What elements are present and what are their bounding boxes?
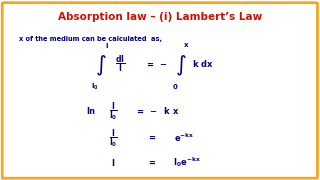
Text: $\int$: $\int$ [95,54,107,78]
Text: $\mathbf{=\ -}$: $\mathbf{=\ -}$ [145,59,168,68]
Text: $\mathbf{=}$: $\mathbf{=}$ [147,158,157,166]
Text: $\mathbf{0}$: $\mathbf{0}$ [172,82,178,91]
Text: $\mathbf{=\ -\ \ k\ x}$: $\mathbf{=\ -\ \ k\ x}$ [135,105,179,116]
Text: $\mathbf{x}$: $\mathbf{x}$ [183,41,190,49]
Text: $\mathbf{ln}$: $\mathbf{ln}$ [86,105,96,116]
Text: $\mathbf{I}$: $\mathbf{I}$ [105,40,108,50]
Text: x of the medium can be calculated  as,: x of the medium can be calculated as, [19,36,162,42]
Text: $\mathbf{e^{-kx}}$: $\mathbf{e^{-kx}}$ [174,132,194,144]
Text: $\mathbf{k\ dx}$: $\mathbf{k\ dx}$ [192,58,214,69]
Text: $\mathbf{I_0 e^{-kx}}$: $\mathbf{I_0 e^{-kx}}$ [173,155,201,169]
Text: Absorption law – (i) Lambert’s Law: Absorption law – (i) Lambert’s Law [58,12,262,22]
Text: $\mathbf{\dfrac{dI}{I}}$: $\mathbf{\dfrac{dI}{I}}$ [115,54,125,74]
Text: $\int$: $\int$ [175,54,187,78]
Text: $\mathbf{I_0}$: $\mathbf{I_0}$ [92,81,99,91]
Text: $\mathbf{\dfrac{I}{I_0}}$: $\mathbf{\dfrac{I}{I_0}}$ [109,100,118,122]
FancyBboxPatch shape [2,3,317,178]
Text: $\mathbf{\dfrac{I}{I_0}}$: $\mathbf{\dfrac{I}{I_0}}$ [109,127,118,149]
Text: $\mathbf{=}$: $\mathbf{=}$ [147,133,157,142]
Text: $\mathbf{I}$: $\mathbf{I}$ [111,156,116,168]
